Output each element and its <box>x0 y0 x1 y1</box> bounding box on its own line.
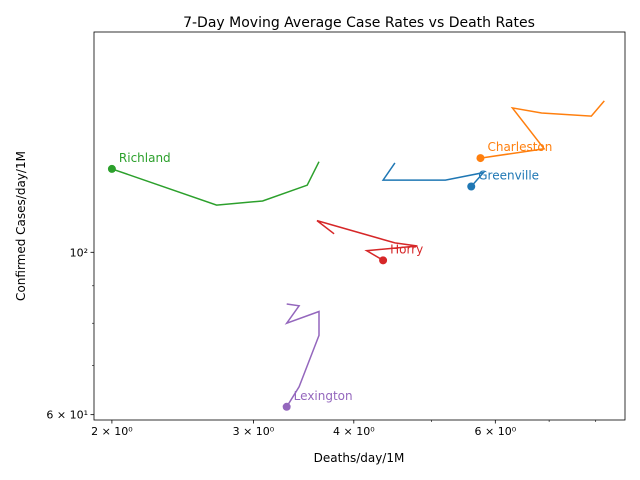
x-axis-label: Deaths/day/1M <box>314 451 405 465</box>
y-tick-label: 10² <box>70 246 88 259</box>
series-label-charleston: Charleston <box>487 140 552 154</box>
series-line-greenville <box>381 162 486 187</box>
series-marker-charleston <box>476 154 485 163</box>
y-axis: 6 × 10¹ 10² <box>46 246 94 422</box>
series-marker-richland <box>107 164 116 173</box>
series-label-greenville: Greenville <box>478 169 539 183</box>
series-label-horry: Horry <box>390 242 423 256</box>
series-line-horry <box>316 219 418 261</box>
x-axis: 2 × 10⁰ 3 × 10⁰ 4 × 10⁰ 6 × 10⁰ <box>91 420 597 438</box>
y-tick-label: 6 × 10¹ <box>46 409 88 422</box>
series-label-richland: Richland <box>119 151 171 165</box>
x-tick-label: 2 × 10⁰ <box>91 425 133 438</box>
series-group: Richland Charleston Greenville Horry Lexingt… <box>107 100 605 411</box>
y-axis-label: Confirmed Cases/day/1M <box>14 151 28 301</box>
series-marker-lexington <box>282 402 291 411</box>
plot-frame <box>93 31 626 421</box>
series-label-lexington: Lexington <box>294 389 353 403</box>
series-marker-greenville <box>467 182 476 191</box>
series-marker-horry <box>379 256 388 265</box>
chart-title: 7-Day Moving Average Case Rates vs Death… <box>183 15 535 31</box>
series-line-lexington <box>284 303 320 408</box>
x-tick-label: 3 × 10⁰ <box>233 425 275 438</box>
x-tick-label: 6 × 10⁰ <box>475 425 517 438</box>
series-line-richland <box>111 161 320 206</box>
x-tick-label: 4 × 10⁰ <box>333 425 375 438</box>
series-line-charleston <box>480 100 605 159</box>
